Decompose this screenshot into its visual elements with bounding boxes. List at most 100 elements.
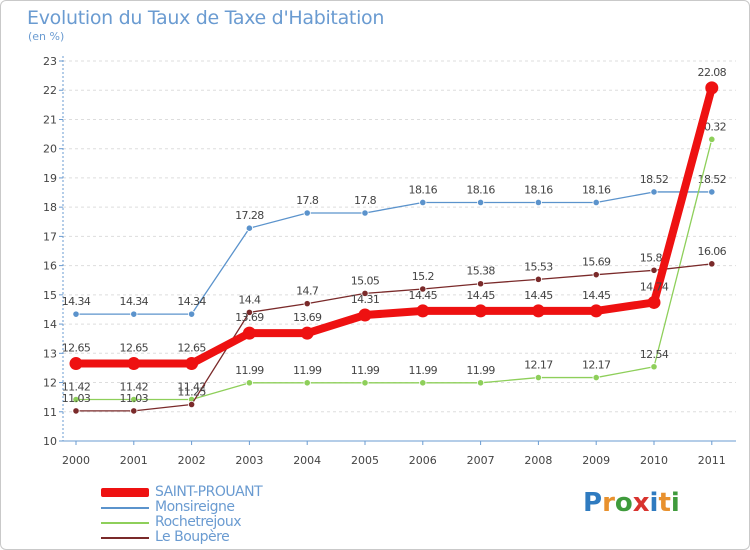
data-point [416, 304, 430, 318]
data-label: 14.34 [177, 295, 206, 308]
series-monsireigne: 14.34 14.34 14.34 17.28 17.8 17.8 18.16 18.16 18… [62, 173, 727, 318]
logo-letter: i [670, 488, 680, 518]
data-label: 12.65 [177, 342, 206, 355]
data-point [419, 379, 427, 387]
logo-letter: t [658, 488, 671, 518]
data-label: 14.45 [466, 289, 495, 302]
data-label: 18.52 [698, 173, 727, 186]
y-tick-label: 14 [43, 318, 57, 331]
legend-label: Le Boupère [155, 529, 230, 545]
data-label: 11.42 [62, 380, 91, 393]
data-point [303, 209, 311, 217]
data-point [592, 271, 600, 279]
data-label: 12.17 [582, 359, 611, 372]
data-point [245, 379, 253, 387]
data-point [130, 395, 138, 404]
legend-swatch [101, 521, 149, 524]
data-label: 11.03 [62, 392, 91, 405]
y-tick-label: 12 [43, 377, 57, 390]
data-point [188, 310, 196, 318]
data-label: 11.99 [293, 364, 322, 377]
data-label: 12.54 [640, 348, 669, 361]
data-point [419, 198, 427, 207]
x-tick-label: 2002 [178, 454, 206, 467]
data-label: 13.69 [293, 311, 322, 324]
data-point [358, 308, 372, 322]
x-tick-label: 2008 [524, 454, 552, 467]
data-label: 18.16 [582, 183, 611, 196]
data-point [708, 188, 716, 196]
logo-letter: P [583, 488, 603, 518]
data-point [708, 260, 716, 268]
series-line [75, 191, 713, 315]
x-tick-label: 2003 [235, 454, 263, 467]
legend-label: Rochetrejoux [155, 514, 242, 530]
data-point [242, 326, 256, 340]
data-label: 15.2 [412, 270, 434, 283]
data-label: 11.42 [120, 380, 149, 393]
data-point [647, 295, 661, 309]
data-label: 14.74 [640, 280, 669, 293]
y-tick-label: 16 [43, 260, 57, 273]
data-label: 22.08 [698, 66, 727, 79]
data-point [303, 300, 311, 308]
y-tick-label: 15 [43, 289, 57, 302]
data-label: 17.8 [296, 194, 319, 207]
data-point [72, 395, 80, 404]
data-point [245, 308, 253, 316]
x-tick-label: 2007 [467, 454, 495, 467]
y-tick-label: 20 [43, 143, 57, 156]
x-tick-label: 2000 [62, 454, 90, 467]
data-label: 14.34 [62, 295, 91, 308]
x-tick-label: 2010 [640, 454, 668, 467]
data-point [534, 373, 543, 382]
logo-letter: r [602, 488, 615, 518]
data-point [130, 407, 138, 415]
data-label: 15.69 [582, 256, 611, 269]
y-tick-label: 17 [43, 230, 57, 243]
x-tick-label: 2001 [120, 454, 148, 467]
data-label: 15.38 [466, 265, 495, 278]
data-label: 12.65 [120, 342, 149, 355]
data-label: 15.53 [524, 260, 553, 273]
data-point [300, 326, 314, 340]
legend-swatch [101, 488, 149, 497]
data-point [419, 285, 427, 293]
data-point [361, 289, 369, 297]
data-point [592, 198, 600, 207]
data-label: 17.8 [354, 194, 377, 207]
series-saint-prouant: 12.65 12.65 12.65 13.69 13.69 14.31 14.45 14.45… [62, 66, 727, 371]
data-label: 11.99 [409, 364, 438, 377]
data-label: 18.52 [640, 173, 669, 186]
data-point [650, 188, 658, 196]
x-tick-label: 2004 [293, 454, 321, 467]
data-point [592, 373, 600, 382]
data-point [72, 407, 80, 415]
unit-label: (en %) [28, 30, 65, 43]
data-point [303, 379, 311, 387]
data-point [69, 357, 83, 371]
data-label: 13.69 [235, 311, 264, 324]
data-label: 14.45 [409, 289, 438, 302]
legend-label: Monsireigne [155, 499, 235, 515]
legend-label: SAINT-PROUANT [155, 484, 263, 500]
data-point [534, 198, 543, 207]
data-point [476, 198, 485, 207]
series-line [72, 83, 716, 368]
data-point [185, 357, 199, 371]
chart-title: Evolution du Taux de Taxe d'Habitation [27, 7, 385, 29]
chart-legend: SAINT-PROUANT Monsireigne Rochetrejoux Le B… [101, 484, 263, 545]
data-label: 14.34 [120, 295, 149, 308]
data-label: 12.65 [62, 342, 91, 355]
data-label: 14.7 [296, 285, 319, 298]
series-le-boup-re: 11.03 11.03 11.25 14.4 14.7 15.05 15.2 15.38 15.… [62, 245, 727, 415]
data-label: 14.4 [238, 293, 261, 306]
data-point [361, 209, 369, 217]
data-point [361, 379, 369, 387]
x-tick-label: 2009 [582, 454, 610, 467]
data-point [127, 357, 141, 371]
data-label: 11.03 [120, 392, 149, 405]
logo-letter: i [649, 488, 659, 518]
data-label: 11.99 [466, 364, 495, 377]
